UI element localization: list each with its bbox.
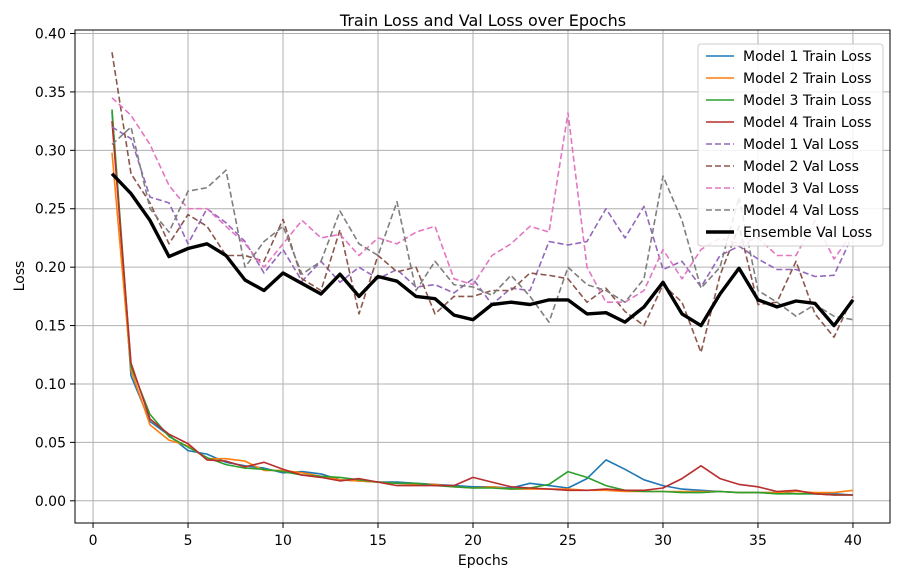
y-tick-label: 0.05 <box>35 435 66 451</box>
x-tick-label: 15 <box>369 533 387 549</box>
legend-label: Model 2 Train Loss <box>743 71 872 87</box>
series-line-ensemble-val-loss <box>110 172 855 328</box>
legend-label: Model 3 Val Loss <box>743 181 859 197</box>
ticks: 0 5 10 15 20 25 30 35 40 0.00 0.05 0.10 0.15 0.20 0.25… <box>35 27 862 549</box>
y-axis-label: Loss <box>12 261 28 292</box>
legend-label: Model 2 Val Loss <box>743 159 859 175</box>
series-line-model-3-val-loss <box>111 97 854 304</box>
legend-label: Model 1 Val Loss <box>743 137 859 153</box>
x-tick-label: 5 <box>184 533 193 549</box>
series-line-model-1-val-loss <box>111 126 854 306</box>
y-tick-label: 0.35 <box>35 85 66 101</box>
chart-title: Train Loss and Val Loss over Epochs <box>339 11 626 30</box>
y-tick-label: 0.25 <box>35 202 66 218</box>
legend-label: Model 1 Train Loss <box>743 49 872 65</box>
y-tick-label: 0.30 <box>35 143 66 159</box>
x-tick-label: 0 <box>89 533 98 549</box>
series-lines <box>110 52 855 496</box>
legend-box <box>697 43 884 247</box>
x-tick-label: 40 <box>844 533 862 549</box>
legend-label: Model 4 Val Loss <box>743 203 859 219</box>
x-tick-label: 25 <box>559 533 577 549</box>
series-line-model-4-val-loss <box>111 126 854 323</box>
y-tick-label: 0.00 <box>35 494 66 510</box>
legend-label: Model 3 Train Loss <box>743 93 872 109</box>
y-tick-label: 0.20 <box>35 260 66 276</box>
plot-frame <box>74 29 891 524</box>
legend-label: Model 4 Train Loss <box>743 115 872 131</box>
x-tick-label: 10 <box>274 533 292 549</box>
x-tick-label: 20 <box>464 533 482 549</box>
y-tick-label: 0.40 <box>35 27 66 43</box>
x-tick-label: 30 <box>654 533 672 549</box>
series-line-model-4-train-loss <box>111 121 853 496</box>
legend-label: Ensemble Val Loss <box>743 225 872 241</box>
x-tick-label: 35 <box>749 533 767 549</box>
x-axis-label: Epochs <box>458 553 508 569</box>
series-line-model-3-train-loss <box>111 109 853 496</box>
y-tick-label: 0.10 <box>35 377 66 393</box>
y-tick-label: 0.15 <box>35 319 66 335</box>
series-line-model-2-val-loss <box>111 52 854 354</box>
legend: Model 1 Train Loss Model 2 Train Loss Mode… <box>697 43 884 247</box>
